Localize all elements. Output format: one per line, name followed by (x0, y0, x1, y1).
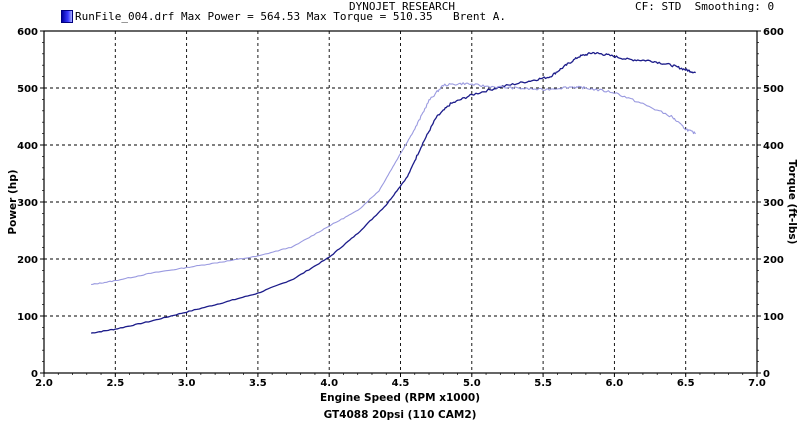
x-tick-label: 7.0 (748, 378, 766, 389)
y-tick-label-right: 100 (763, 312, 784, 323)
y-axis-label-left: Power (hp) (7, 169, 19, 234)
x-axis-label: Engine Speed (RPM x1000) (320, 392, 480, 404)
y-tick-label-right: 600 (763, 27, 784, 38)
chart-series (90, 51, 696, 334)
company-title: DYNOJET RESEARCH (349, 0, 455, 13)
y-tick-label-left: 600 (17, 27, 38, 38)
y-tick-label-right: 500 (763, 84, 784, 95)
series-line-torque (91, 82, 696, 286)
x-tick-label: 4.5 (392, 378, 410, 389)
chart-footer: GT4088 20psi (110 CAM2) (324, 409, 477, 421)
x-tick-label: 2.5 (106, 378, 124, 389)
y-axis-label-right: Torque (ft-lbs) (786, 160, 798, 245)
series-line-power (90, 51, 696, 334)
y-tick-label-right: 200 (763, 255, 784, 266)
y-tick-label-left: 100 (17, 312, 38, 323)
x-tick-label: 5.5 (534, 378, 552, 389)
x-tick-label: 6.0 (606, 378, 624, 389)
y-tick-label-right: 300 (763, 198, 784, 209)
x-tick-label: 3.0 (178, 378, 196, 389)
x-tick-label: 2.0 (35, 378, 53, 389)
y-tick-label-left: 300 (17, 198, 38, 209)
y-tick-label-right: 400 (763, 141, 784, 152)
x-tick-label: 3.5 (249, 378, 267, 389)
x-axis-ticks: 2.0 2.5 3.0 3.5 4.0 4.5 5.0 5.5 6.0 6.5 7.0 (35, 373, 766, 389)
right-axis-ticks: 0 100 200 300 400 500 600 (757, 27, 784, 380)
legend-swatch-icon (61, 10, 73, 23)
run-info: RunFile_004.drf Max Power = 564.53 Max T… (75, 10, 433, 23)
y-tick-label-right: 0 (763, 369, 770, 380)
x-tick-label: 5.0 (463, 378, 481, 389)
y-tick-label-left: 200 (17, 255, 38, 266)
y-tick-label-left: 400 (17, 141, 38, 152)
operator-name: Brent A. (453, 10, 506, 23)
x-tick-label: 4.0 (320, 378, 338, 389)
chart-grid (44, 31, 757, 373)
y-tick-label-left: 500 (17, 84, 38, 95)
left-axis-ticks: 0 100 200 300 400 500 600 (17, 27, 44, 380)
y-tick-label-left: 0 (31, 369, 38, 380)
dyno-settings: CF: STD Smoothing: 0 (635, 0, 775, 13)
x-tick-label: 6.5 (677, 378, 695, 389)
